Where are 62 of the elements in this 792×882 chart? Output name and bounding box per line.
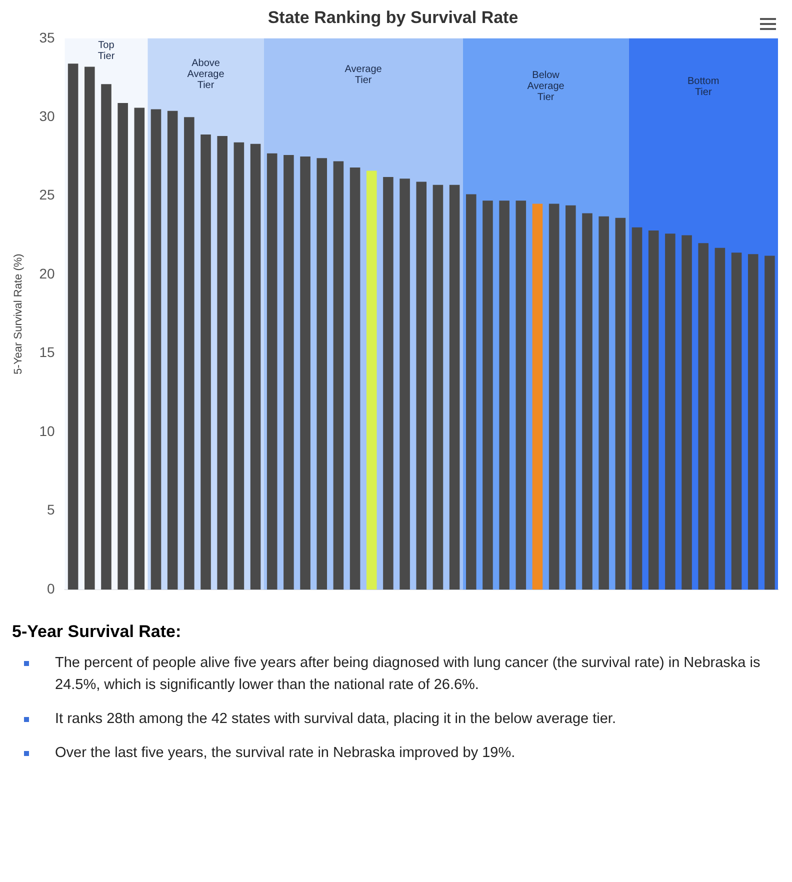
bar	[134, 108, 145, 590]
bar	[101, 84, 112, 590]
bar	[482, 200, 493, 590]
bar	[184, 117, 194, 590]
bar	[698, 243, 708, 590]
bar	[234, 142, 244, 590]
bar	[548, 204, 560, 590]
bar	[284, 154, 294, 590]
bar	[764, 256, 775, 590]
bar	[217, 136, 228, 590]
bar	[532, 204, 543, 590]
bar	[665, 234, 676, 590]
bar	[466, 194, 476, 590]
bar	[682, 235, 692, 590]
bar	[200, 134, 211, 590]
annotation: Bottom Tier	[688, 76, 720, 98]
bar	[84, 66, 95, 590]
annotation: Above Average Tier	[187, 58, 225, 92]
bar	[714, 248, 726, 590]
bar	[632, 227, 642, 590]
bar	[598, 216, 609, 590]
bar	[748, 254, 758, 590]
text: 5-Year Survival Rate:	[12, 622, 182, 642]
y-tick-label: 15	[39, 344, 55, 360]
bar	[416, 182, 427, 590]
text: Over the last five years, the survival rate in Nebraska improved by 19%.	[55, 744, 516, 763]
bar	[316, 158, 328, 590]
bar	[250, 144, 261, 590]
bar	[118, 102, 128, 590]
y-tick-label: 5	[46, 502, 55, 518]
annotation: Top Tier	[98, 40, 116, 62]
y-tick-label: 0	[46, 580, 55, 596]
bar	[432, 184, 444, 590]
bar	[499, 200, 510, 590]
bar	[333, 161, 344, 590]
bar	[400, 178, 410, 590]
bar	[266, 153, 278, 590]
y-tick-label: 25	[39, 186, 55, 203]
bar	[167, 110, 178, 590]
bar	[449, 184, 460, 590]
bar	[582, 213, 592, 590]
y-tick-label: 10	[39, 422, 55, 439]
bar	[566, 205, 576, 590]
bar	[383, 176, 394, 590]
y-tick-label: 35	[39, 29, 55, 46]
bar	[516, 200, 526, 590]
y-axis-title: 5-Year Survival Rate (%)	[12, 254, 25, 374]
bar	[615, 218, 626, 590]
bar	[366, 170, 377, 590]
bar	[648, 230, 659, 590]
bar	[300, 156, 310, 590]
text: It ranks 28th among the 42 states with survival data, placing it in the below average tier.	[55, 710, 616, 729]
annotation: Average Tier	[344, 64, 382, 86]
bar	[68, 64, 78, 590]
bar	[731, 252, 742, 590]
bar	[150, 109, 162, 590]
y-tick-label: 20	[39, 265, 55, 282]
annotation: Below Average Tier	[527, 70, 565, 104]
chart-title: State Ranking by Survival Rate	[268, 8, 518, 27]
y-tick-label: 30	[39, 108, 55, 124]
text: The percent of people alive five years after being diagnosed with lung cancer (the survival rate) in Nebraska is 24.5%, which is significantly lower than the national rate of 26.6%.	[55, 654, 762, 695]
bar	[350, 168, 360, 590]
